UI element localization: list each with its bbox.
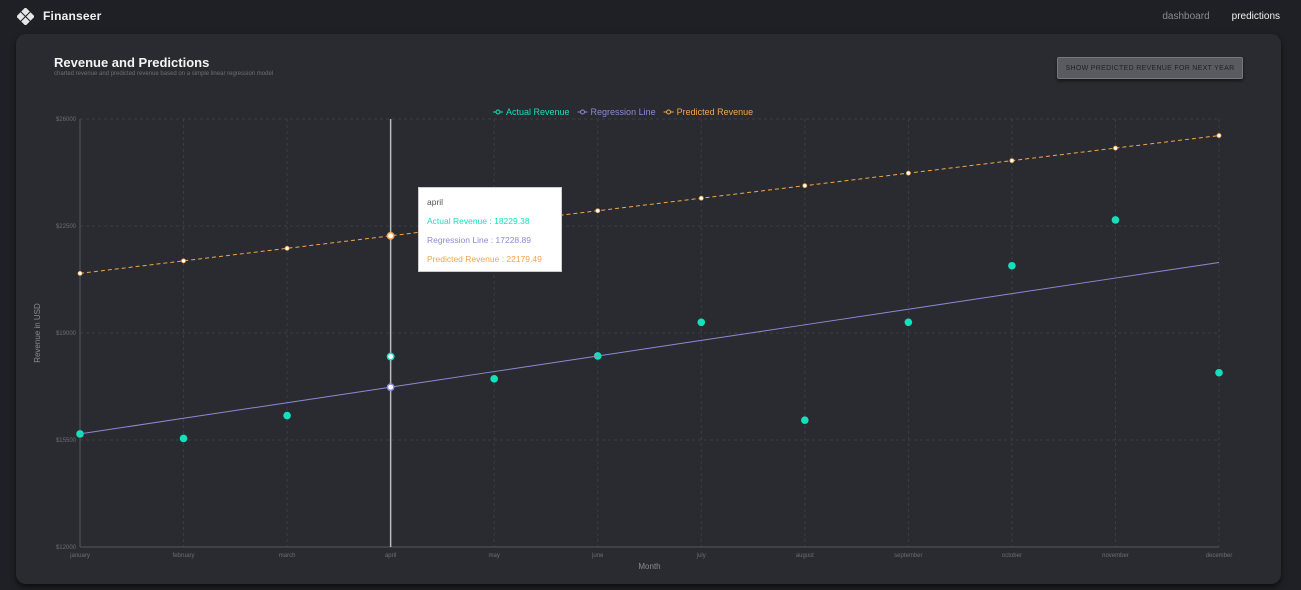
- x-tick-label: january: [69, 553, 90, 559]
- y-tick-label: $26000: [56, 117, 77, 123]
- data-point[interactable]: [1009, 158, 1015, 164]
- legend-item-regression-line[interactable]: Regression Line: [577, 107, 656, 117]
- predicted-revenue-path: [79, 135, 1220, 274]
- chart-legend[interactable]: Actual Revenue Regression Line Predicted R…: [493, 107, 753, 117]
- app-name: Finanseer: [43, 9, 102, 23]
- brand[interactable]: Finanseer: [17, 7, 102, 25]
- chart-axes: $12000 $15500 $19000 $22500 $26000 january feb…: [33, 117, 1232, 571]
- data-point[interactable]: [697, 318, 706, 327]
- data-point[interactable]: [698, 195, 704, 201]
- x-tick-label: may: [489, 553, 500, 559]
- x-tick-label: october: [1002, 553, 1022, 559]
- x-tick-label: april: [385, 553, 396, 559]
- data-point[interactable]: [76, 430, 84, 438]
- data-point[interactable]: [801, 416, 809, 424]
- data-point[interactable]: [490, 375, 498, 383]
- series-predicted-revenue: [77, 133, 1222, 276]
- data-point[interactable]: [181, 258, 186, 264]
- data-point[interactable]: [1008, 261, 1016, 270]
- data-point[interactable]: [386, 383, 395, 392]
- data-point[interactable]: [595, 208, 601, 214]
- legend-item-actual-revenue[interactable]: Actual Revenue: [493, 107, 570, 117]
- nav-dashboard-link[interactable]: dashboard: [1162, 10, 1210, 22]
- tooltip-actual-revenue: Actual Revenue : 18229.38: [427, 216, 530, 226]
- data-point[interactable]: [1215, 368, 1223, 377]
- x-tick-label: november: [1102, 553, 1129, 559]
- top-navbar: Finanseer dashboard predictions: [0, 0, 1301, 32]
- y-tick-label: $19000: [56, 331, 77, 337]
- legend-marker-icon: [666, 109, 672, 115]
- x-tick-label: march: [279, 553, 296, 559]
- legend-marker-icon: [495, 109, 501, 115]
- x-tick-label: february: [173, 553, 195, 559]
- chart-grid: [80, 118, 1220, 547]
- y-tick-label: $15500: [56, 438, 77, 444]
- show-predicted-revenue-button[interactable]: SHOW PREDICTED REVENUE FOR NEXT YEAR: [1057, 57, 1243, 79]
- data-point[interactable]: [77, 270, 83, 276]
- data-point[interactable]: [802, 183, 808, 189]
- legend-marker-icon: [580, 109, 586, 115]
- revenue-predictions-panel: Revenue and Predictions charted revenue …: [16, 34, 1281, 584]
- x-tick-label: september: [894, 553, 922, 559]
- series-actual-revenue: [76, 216, 1223, 443]
- data-point[interactable]: [179, 434, 188, 443]
- panel-subtitle: charted revenue and predicted revenue ba…: [54, 71, 274, 77]
- chart-series: [76, 133, 1223, 443]
- data-point[interactable]: [1113, 145, 1118, 151]
- data-point[interactable]: [386, 231, 395, 240]
- tooltip-predicted-revenue: Predicted Revenue : 22179.49: [427, 254, 542, 264]
- data-point[interactable]: [904, 318, 913, 327]
- legend-label: Regression Line: [591, 107, 656, 117]
- main-nav: dashboard predictions: [1162, 11, 1280, 22]
- data-point[interactable]: [283, 411, 291, 420]
- x-tick-label: june: [591, 553, 604, 559]
- nav-predictions-link[interactable]: predictions: [1231, 10, 1280, 22]
- x-axis-title: Month: [638, 562, 660, 571]
- legend-item-predicted-revenue[interactable]: Predicted Revenue: [663, 107, 754, 117]
- y-tick-label: $22500: [56, 224, 77, 230]
- data-point[interactable]: [284, 245, 290, 251]
- series-regression-line: [79, 261, 1220, 435]
- chart-tooltip: april Actual Revenue : 18229.38 Regressi…: [418, 187, 562, 272]
- tooltip-label: april: [427, 197, 444, 207]
- data-point[interactable]: [1216, 133, 1222, 138]
- data-point[interactable]: [1111, 216, 1120, 224]
- data-point[interactable]: [905, 170, 911, 176]
- regression-line-path: [79, 261, 1220, 435]
- legend-label: Actual Revenue: [506, 107, 570, 117]
- y-tick-label: $12000: [56, 545, 77, 551]
- data-point[interactable]: [386, 352, 395, 361]
- legend-label: Predicted Revenue: [677, 107, 754, 117]
- x-tick-label: july: [696, 553, 706, 559]
- x-tick-label: august: [796, 553, 814, 559]
- y-axis-title: Revenue in USD: [33, 303, 42, 363]
- diamond-cluster-logo-icon: [17, 7, 34, 25]
- tooltip-regression-line: Regression Line : 17228.89: [427, 235, 531, 245]
- panel-title: Revenue and Predictions: [54, 55, 210, 70]
- x-tick-label: december: [1206, 553, 1233, 559]
